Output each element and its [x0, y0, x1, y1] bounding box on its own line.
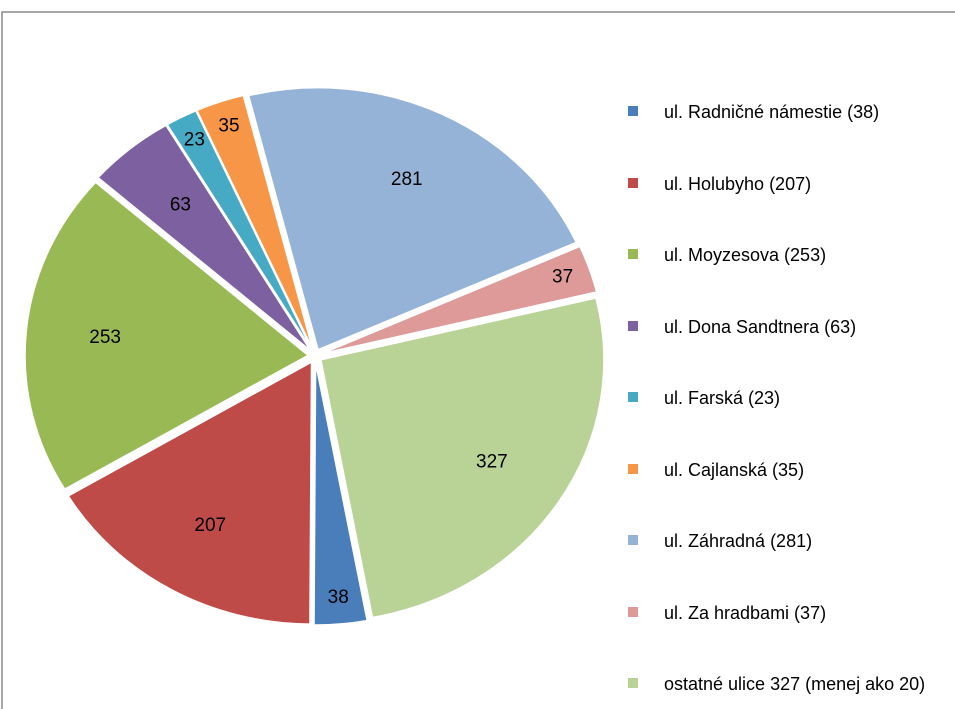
legend-label: ul. Dona Sandtnera (63) — [664, 316, 857, 337]
legend-swatch — [628, 249, 638, 259]
legend-item: ostatné ulice 327 (menej ako 20) — [628, 673, 948, 696]
data-label: 35 — [218, 116, 239, 137]
data-label: 23 — [184, 130, 205, 151]
legend-label: ul. Cajlanská (35) — [664, 459, 805, 480]
legend-swatch — [628, 678, 638, 688]
legend-label: ul. Moyzesova (253) — [664, 245, 827, 265]
legend-item: ul. Dona Sandtnera (63) — [628, 316, 948, 339]
pie-slice — [247, 86, 578, 351]
pie-slice — [313, 362, 369, 626]
data-label: 38 — [328, 587, 349, 608]
legend-swatch — [628, 392, 638, 402]
legend-swatch — [628, 106, 638, 116]
legend-swatch — [628, 463, 638, 474]
legend-label: ostatné ulice 327 (menej ako 20) — [664, 674, 926, 694]
legend-swatch — [628, 606, 638, 617]
legend-item: ul. Záhradná (281) — [628, 530, 948, 553]
legend-item: ul. Moyzesova (253) — [628, 244, 948, 267]
data-label: 37 — [552, 266, 573, 287]
data-label: 207 — [194, 515, 226, 536]
legend-item: ul. Cajlanská (35) — [628, 459, 948, 482]
legend-swatch — [628, 320, 638, 331]
legend-swatch — [628, 535, 638, 545]
legend-item: ul. Farská (23) — [628, 387, 948, 410]
legend-item: ul. Radničné námestie (38) — [628, 101, 948, 124]
pie-slice — [321, 245, 598, 355]
data-label: 63 — [170, 194, 191, 215]
border — [1, 11, 955, 709]
legend-item: ul. Holubyho (207) — [628, 173, 948, 196]
legend-swatch — [628, 177, 638, 188]
legend-item: ul. Za hradbami (37) — [628, 602, 948, 625]
pie-slice — [96, 124, 312, 352]
pie-slice — [67, 360, 313, 625]
data-label: 281 — [391, 169, 423, 190]
pie-slice — [166, 109, 313, 351]
data-label: 327 — [476, 451, 508, 472]
data-label: 253 — [89, 327, 121, 348]
legend-label: ul. Farská (23) — [664, 388, 781, 408]
legend-label: ul. Za hradbami (37) — [664, 602, 827, 623]
pie-slice — [319, 297, 605, 619]
legend-label: ul. Záhradná (281) — [664, 531, 813, 551]
pie-slice — [24, 181, 310, 491]
legend-label: ul. Radničné námestie (38) — [664, 102, 880, 122]
legend-label: ul. Holubyho (207) — [664, 173, 812, 194]
pie-slice — [195, 94, 314, 350]
